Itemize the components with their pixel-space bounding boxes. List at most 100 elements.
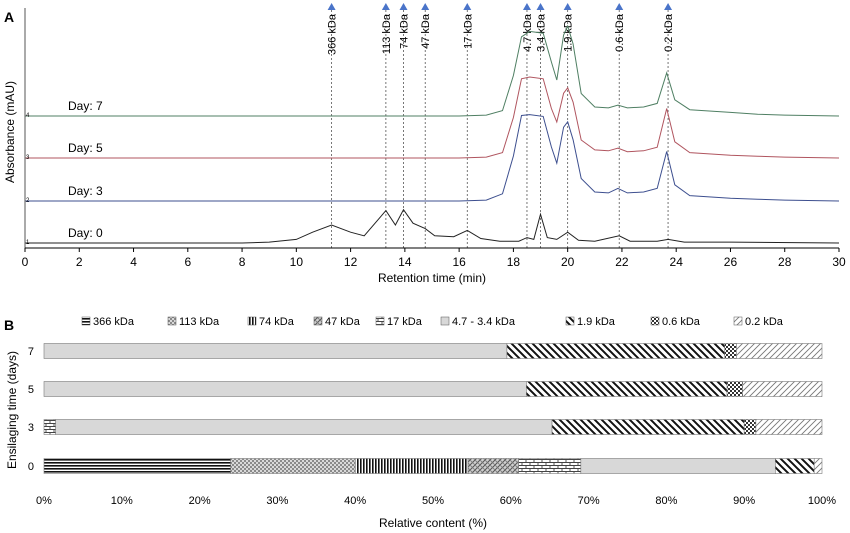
marker-label: 1.9 kDa	[563, 13, 575, 52]
marker-triangle-icon	[563, 3, 572, 10]
x-tick-label: 12	[344, 255, 358, 269]
legend-item-17-kda: 17 kDa	[375, 316, 423, 328]
bar-segment-0-2-kda	[742, 381, 823, 397]
trace-label: Day: 0	[68, 226, 103, 240]
marker-label: 0.2 kDa	[663, 13, 675, 52]
marker-group: 366 kDa 113 kDa 74 kDa 47 kDa 17 kDa 4.7 kDa 3…	[327, 3, 675, 248]
trace-label: Day: 7	[68, 99, 103, 113]
marker-triangle-icon	[421, 3, 430, 10]
marker-triangle-icon	[536, 3, 545, 10]
bar-segment-1-9-kda	[506, 343, 726, 359]
bar-segment-0-2-kda	[755, 419, 823, 435]
marker-113-kda: 113 kDa	[381, 3, 393, 248]
panel-b-x-ticks: 0% 10% 20% 30% 40% 50% 60% 70% 80% 90% 100%	[36, 495, 836, 507]
x-tick-label: 0%	[36, 495, 52, 507]
x-tick-label: 26	[724, 255, 738, 269]
marker-74-kda: 74 kDa	[399, 3, 411, 248]
panel-a-label: A	[4, 9, 14, 25]
bar-segment-0-2-kda	[813, 458, 823, 474]
bar-group	[43, 343, 823, 474]
trace-line	[25, 76, 840, 159]
legend-swatch	[565, 316, 575, 326]
x-tick-label: 20	[561, 255, 575, 269]
bar-row-day-7	[43, 343, 823, 359]
marker-triangle-icon	[615, 3, 624, 10]
marker-366-kda: 366 kDa	[327, 3, 339, 248]
x-tick-label: 14	[398, 255, 412, 269]
bar-segment-0-2-kda	[736, 343, 823, 359]
bar-segment-4-7-3-4-kda	[580, 458, 776, 474]
marker-label: 74 kDa	[399, 13, 411, 49]
trace-label: Day: 5	[68, 141, 103, 155]
marker-4-7-kda: 4.7 kDa	[522, 3, 534, 248]
x-tick-label: 50%	[422, 495, 444, 507]
legend-swatch	[650, 316, 660, 326]
legend-item-1-9-kda: 1.9 kDa	[565, 316, 616, 328]
bar-segment-0-6-kda	[724, 343, 737, 359]
trace-number: 1	[26, 240, 30, 246]
legend-item-366-kda: 366 kDa	[81, 316, 135, 328]
legend-item-74-kda: 74 kDa	[247, 316, 295, 328]
bar-segment-0-6-kda	[726, 381, 743, 397]
y-tick-label: 3	[28, 422, 34, 434]
legend-label: 4.7 - 3.4 kDa	[452, 316, 516, 328]
trace-number: 2	[26, 198, 30, 204]
marker-0-6-kda: 0.6 kDa	[614, 3, 626, 248]
x-tick-label: 0	[22, 255, 29, 269]
trace-number: 4	[26, 113, 30, 119]
y-tick-label: 0	[28, 461, 34, 473]
bar-segment-4-7-3-4-kda	[43, 343, 508, 359]
bar-segment-17-kda	[518, 458, 582, 474]
bar-segment-113-kda	[230, 458, 356, 474]
x-tick-label: 30%	[266, 495, 288, 507]
legend-swatch	[247, 316, 257, 326]
trace-day-5: 3 Day: 5	[25, 76, 840, 161]
x-tick-label: 2	[76, 255, 83, 269]
x-tick-label: 70%	[578, 495, 600, 507]
x-tick-label: 60%	[500, 495, 522, 507]
trace-line	[25, 24, 840, 117]
legend-swatch	[375, 316, 385, 326]
panel-a-x-ticks: 0 2 4 6 8 10 12 14 16 18 20 22 24 26 28 30	[22, 248, 846, 269]
panel-b-xlabel: Relative content (%)	[379, 516, 487, 530]
x-tick-label: 30	[832, 255, 846, 269]
x-tick-label: 100%	[808, 495, 836, 507]
trace-line	[25, 208, 840, 244]
x-tick-label: 90%	[733, 495, 755, 507]
x-tick-label: 40%	[344, 495, 366, 507]
marker-triangle-icon	[399, 3, 408, 10]
legend-item-0-2-kda: 0.2 kDa	[733, 316, 784, 328]
bar-segment-4-7-3-4-kda	[55, 419, 553, 435]
marker-label: 113 kDa	[381, 13, 393, 54]
x-tick-label: 18	[507, 255, 521, 269]
bar-segment-4-7-3-4-kda	[43, 381, 527, 397]
trace-number: 3	[26, 155, 30, 161]
legend-label: 1.9 kDa	[577, 316, 616, 328]
marker-triangle-icon	[522, 3, 531, 10]
marker-0-2-kda: 0.2 kDa	[663, 3, 675, 248]
legend-label: 47 kDa	[325, 316, 361, 328]
x-tick-label: 80%	[655, 495, 677, 507]
x-tick-label: 28	[778, 255, 792, 269]
panel-a-ylabel: Absorbance (mAU)	[3, 81, 17, 183]
bar-segment-74-kda	[354, 458, 469, 474]
trace-day-7: 4 Day: 7	[25, 24, 840, 119]
legend-item-0-6-kda: 0.6 kDa	[650, 316, 701, 328]
bar-row-day-5	[43, 381, 823, 397]
legend-swatch	[167, 316, 177, 326]
marker-triangle-icon	[327, 3, 336, 10]
trace-line	[25, 114, 840, 202]
legend: 366 kDa 113 kDa 74 kDa 47 kDa 17 kDa 4.7 - 3.…	[81, 316, 784, 328]
marker-1-9-kda: 1.9 kDa	[563, 3, 575, 248]
bar-segment-47-kda	[467, 458, 519, 474]
trace-label: Day: 3	[68, 184, 103, 198]
y-tick-label: 7	[28, 346, 34, 358]
legend-label: 0.2 kDa	[745, 316, 784, 328]
marker-label: 17 kDa	[462, 13, 474, 49]
legend-swatch	[440, 316, 450, 326]
x-tick-label: 24	[670, 255, 684, 269]
x-tick-label: 10	[290, 255, 304, 269]
panel-b-y-ticks: 7 5 3 0	[28, 346, 34, 473]
legend-swatch	[81, 316, 91, 326]
